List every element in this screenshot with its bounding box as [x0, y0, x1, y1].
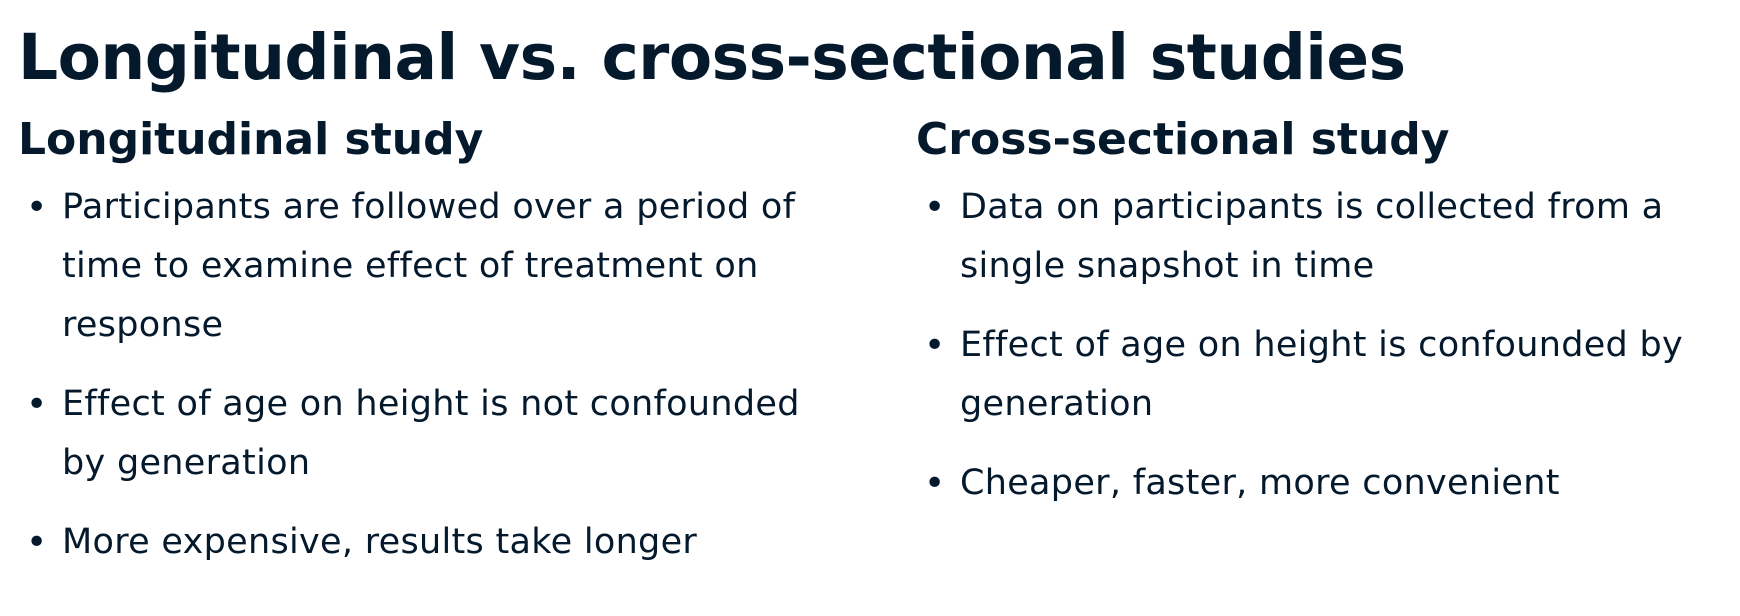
bullet-text: Participants are followed over a period …: [62, 187, 796, 345]
comparison-columns: Longitudinal study • Participants are fo…: [18, 110, 1740, 572]
longitudinal-heading: Longitudinal study: [18, 114, 484, 165]
list-item: • More expensive, results take longer: [18, 513, 916, 572]
bullet-dot-icon: •: [924, 463, 946, 504]
bullet-text: Effect of age on height is not confounde…: [62, 384, 800, 483]
bullet-text: More expensive, results take longer: [62, 522, 698, 562]
longitudinal-column: Longitudinal study • Participants are fo…: [18, 110, 916, 572]
list-item: • Effect of age on height is not confoun…: [18, 375, 916, 493]
bullet-dot-icon: •: [924, 187, 946, 228]
cross-sectional-heading: Cross-sectional study: [916, 114, 1450, 165]
bullet-dot-icon: •: [26, 384, 48, 425]
list-item: • Data on participants is collected from…: [916, 178, 1736, 296]
bullet-text: Data on participants is collected from a…: [960, 187, 1664, 286]
list-item: • Participants are followed over a perio…: [18, 178, 916, 355]
cross-sectional-column: Cross-sectional study • Data on particip…: [916, 110, 1736, 572]
bullet-text: Effect of age on height is confounded by…: [960, 325, 1684, 424]
bullet-dot-icon: •: [26, 187, 48, 228]
cross-sectional-bullet-list: • Data on participants is collected from…: [916, 178, 1736, 513]
bullet-text: Cheaper, faster, more convenient: [960, 463, 1560, 503]
page-title: Longitudinal vs. cross-sectional studies: [18, 21, 1406, 94]
list-item: • Effect of age on height is confounded …: [916, 316, 1736, 434]
bullet-dot-icon: •: [26, 522, 48, 563]
longitudinal-bullet-list: • Participants are followed over a perio…: [18, 178, 916, 572]
list-item: • Cheaper, faster, more convenient: [916, 454, 1736, 513]
bullet-dot-icon: •: [924, 325, 946, 366]
